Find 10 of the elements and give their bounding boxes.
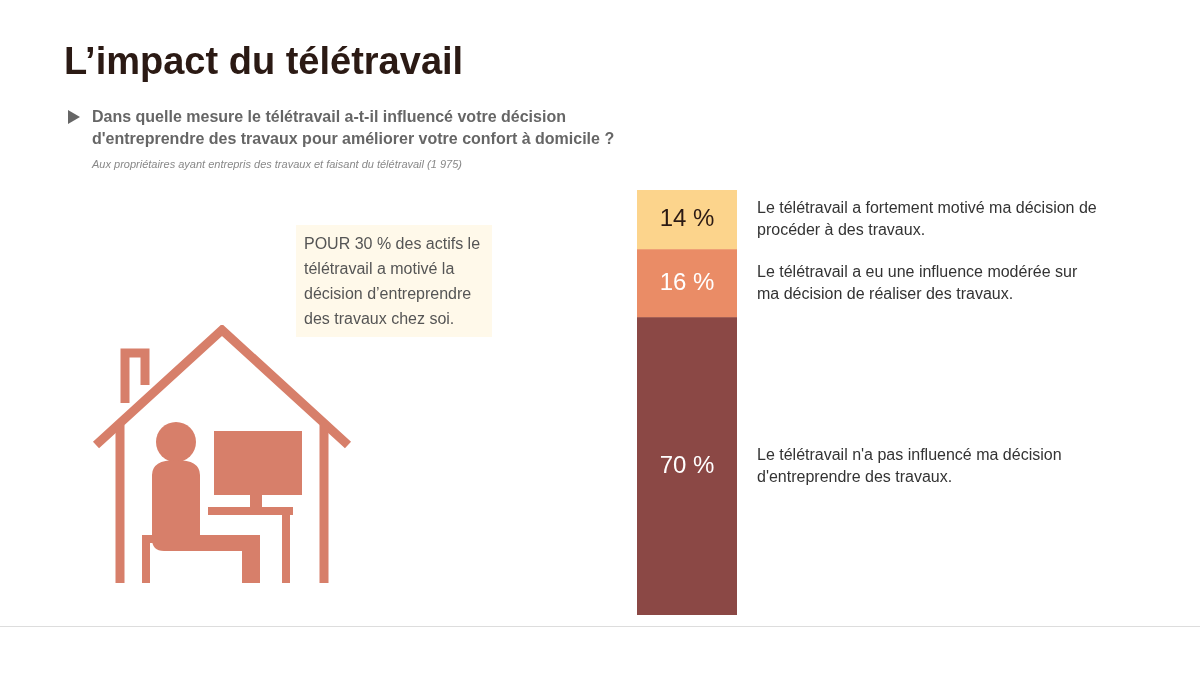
data-label: 70 % [659,450,715,478]
series-label: Le télétravail a eu une influence modérée sur ma décision de réaliser des travaux. [757,262,1078,302]
series-label: Le télétravail n'a pas influencé ma décision d'entreprendre des travaux. [757,445,1062,485]
data-label: 16 % [659,268,715,296]
data-label: 14 % [659,204,715,232]
text: Dans quelle mesure le télétravail a-t-il influencé votre décision d'entreprendre des travaux pour améliorer votre confort à domicile ? [92,107,616,149]
text: L’impact du télétravail [64,40,464,83]
text: Aux propriétaires ayant entrepris des travaux et faisant du télétravail (1 975) [92,158,462,170]
series-label: Le télétravail a fortement motivé ma décision de procéder à des travaux. [757,199,1097,239]
text: POUR 30 % des actifs le télétravail a motivé la décision d’entreprendre des travaux chez soi. [296,225,492,337]
